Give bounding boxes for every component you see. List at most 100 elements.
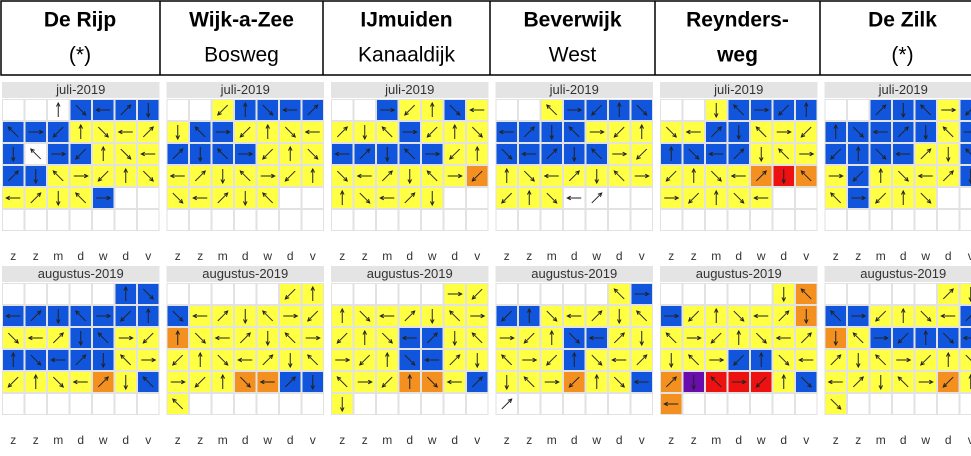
arrow-shaft bbox=[336, 126, 348, 138]
wind-arrow bbox=[567, 107, 583, 113]
wind-arrow bbox=[5, 195, 21, 201]
arrow-head bbox=[713, 189, 719, 195]
wind-arrow bbox=[194, 170, 206, 182]
arrow-head bbox=[106, 195, 112, 201]
arrow-shaft bbox=[284, 332, 296, 344]
wind-arrow bbox=[755, 376, 767, 388]
arrow-head bbox=[636, 154, 641, 160]
arrow-head bbox=[962, 335, 968, 341]
arrow-shaft bbox=[897, 126, 909, 138]
arrow-head bbox=[736, 329, 742, 335]
arrow-head bbox=[262, 192, 267, 198]
day-cell bbox=[256, 393, 279, 415]
wind-arrow bbox=[688, 354, 700, 366]
wind-arrow bbox=[78, 123, 84, 139]
day-cell bbox=[331, 99, 354, 121]
arrow-head bbox=[7, 382, 13, 388]
arrow-head bbox=[762, 170, 767, 176]
day-cell bbox=[234, 209, 257, 231]
arrow-head bbox=[965, 148, 970, 154]
wind-arrow bbox=[142, 288, 154, 300]
wind-arrow bbox=[192, 313, 208, 319]
day-cell bbox=[301, 393, 324, 415]
day-cell bbox=[166, 209, 189, 231]
wind-arrow bbox=[197, 351, 203, 367]
arrow-shaft bbox=[852, 376, 864, 388]
arrow-head bbox=[833, 123, 839, 129]
wind-arrow bbox=[501, 398, 513, 410]
arrow-head bbox=[36, 360, 42, 366]
arrow-head bbox=[282, 107, 288, 113]
arrow-head bbox=[149, 176, 154, 182]
month-header bbox=[2, 82, 160, 98]
day-cell bbox=[660, 209, 683, 231]
weekday-label: z bbox=[833, 249, 839, 263]
arrow-head bbox=[123, 285, 129, 291]
wind-arrow bbox=[504, 375, 510, 391]
arrow-shaft bbox=[262, 354, 274, 366]
weekday-label: w bbox=[920, 433, 930, 447]
arrow-shaft bbox=[217, 310, 229, 322]
arrow-head bbox=[807, 332, 812, 338]
weekday-label: d bbox=[780, 249, 787, 263]
wind-arrow bbox=[140, 151, 156, 157]
arrow-head bbox=[713, 113, 719, 119]
wind-arrow bbox=[594, 169, 600, 185]
wind-arrow bbox=[875, 354, 887, 366]
wind-arrow bbox=[830, 354, 842, 366]
arrow-head bbox=[575, 338, 580, 344]
arrow-head bbox=[672, 132, 677, 138]
arrow-head bbox=[951, 107, 957, 113]
arrow-head bbox=[217, 148, 222, 154]
wind-arrow bbox=[942, 126, 954, 138]
wind-arrow bbox=[404, 310, 416, 322]
column-subtitle: (*) bbox=[69, 44, 91, 67]
arrow-shaft bbox=[381, 170, 393, 182]
arrow-head bbox=[201, 338, 206, 344]
wind-arrow bbox=[7, 170, 19, 182]
wind-arrow bbox=[775, 335, 791, 341]
arrow-head bbox=[262, 310, 267, 316]
arrow-head bbox=[526, 307, 532, 313]
wind-arrow bbox=[875, 104, 887, 116]
arrow-shaft bbox=[501, 192, 513, 204]
month-header bbox=[660, 82, 818, 98]
wind-arrow bbox=[830, 148, 842, 160]
arrow-head bbox=[390, 107, 396, 113]
arrow-shaft bbox=[449, 310, 461, 322]
arrow-head bbox=[613, 288, 619, 294]
wind-arrow bbox=[872, 129, 888, 135]
day-cell bbox=[353, 99, 376, 121]
wind-arrow bbox=[852, 376, 864, 388]
arrow-shaft bbox=[471, 332, 483, 344]
arrow-shaft bbox=[120, 104, 132, 116]
arrow-head bbox=[674, 195, 680, 201]
weekday-label: d bbox=[945, 433, 952, 447]
arrow-head bbox=[339, 189, 345, 195]
wind-arrow bbox=[100, 145, 106, 161]
wind-arrow bbox=[169, 173, 185, 179]
arrow-head bbox=[665, 176, 671, 182]
arrow-head bbox=[268, 354, 274, 360]
arrow-head bbox=[708, 151, 714, 157]
weekday-label: d bbox=[616, 249, 623, 263]
day-cell bbox=[959, 393, 971, 415]
arrow-head bbox=[530, 176, 535, 182]
arrow-shaft bbox=[875, 104, 887, 116]
arrow-shaft bbox=[920, 310, 932, 322]
wind-arrow bbox=[446, 379, 462, 385]
arrow-head bbox=[310, 385, 316, 391]
wind-arrow bbox=[920, 354, 932, 366]
arrow-head bbox=[220, 373, 226, 379]
arrow-head bbox=[313, 154, 319, 160]
wind-arrow bbox=[471, 332, 483, 344]
arrow-head bbox=[217, 110, 222, 116]
weekday-label: d bbox=[122, 249, 129, 263]
arrow-head bbox=[552, 316, 558, 322]
arrow-shaft bbox=[336, 332, 348, 344]
wind-arrow bbox=[30, 148, 42, 160]
weekday-label: d bbox=[406, 249, 413, 263]
day-cell bbox=[630, 393, 653, 415]
wind-arrow bbox=[665, 126, 677, 138]
arrow-head bbox=[859, 132, 864, 138]
